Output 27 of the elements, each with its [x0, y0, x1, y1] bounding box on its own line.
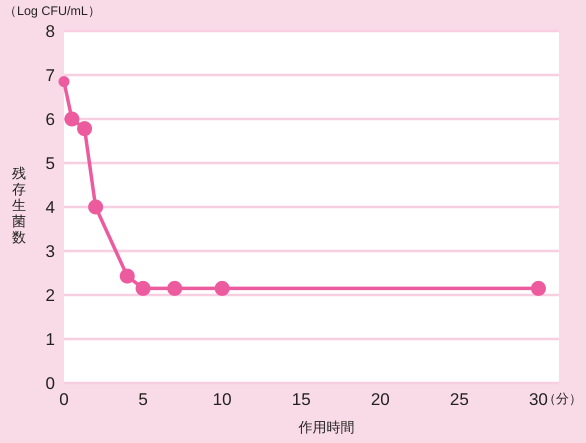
y-tick-label: 2 — [46, 286, 55, 305]
y-tick-label: 0 — [46, 374, 55, 393]
x-tick-label: 20 — [370, 390, 390, 409]
point — [64, 112, 80, 126]
x-tick-label: 5 — [138, 390, 148, 409]
y-tick-label: 3 — [46, 242, 55, 261]
y-tick-label: 5 — [46, 154, 55, 173]
point — [136, 280, 151, 296]
y-axis-title: 残存生菌数 — [12, 165, 26, 245]
y-tick-label: 6 — [46, 110, 55, 129]
y-tick-label: 7 — [46, 66, 55, 85]
point — [120, 268, 135, 284]
y-tick-label: 8 — [46, 22, 55, 41]
x-tick-label: 0 — [59, 390, 69, 409]
point — [167, 280, 182, 296]
x-tick-label: 25 — [450, 390, 469, 409]
x-tick-label: 10 — [212, 390, 232, 409]
x-axis-title: 作用時間 — [298, 419, 354, 435]
point — [88, 200, 104, 214]
point — [77, 121, 92, 136]
x-tick-label: 30 — [528, 390, 548, 409]
point — [530, 280, 546, 296]
text: （Log CFU/mL） — [4, 4, 101, 18]
y-tick-label: 4 — [46, 198, 55, 217]
point — [214, 280, 230, 296]
x-tick-label: 15 — [292, 390, 311, 409]
y-tick-label: 1 — [46, 330, 55, 349]
